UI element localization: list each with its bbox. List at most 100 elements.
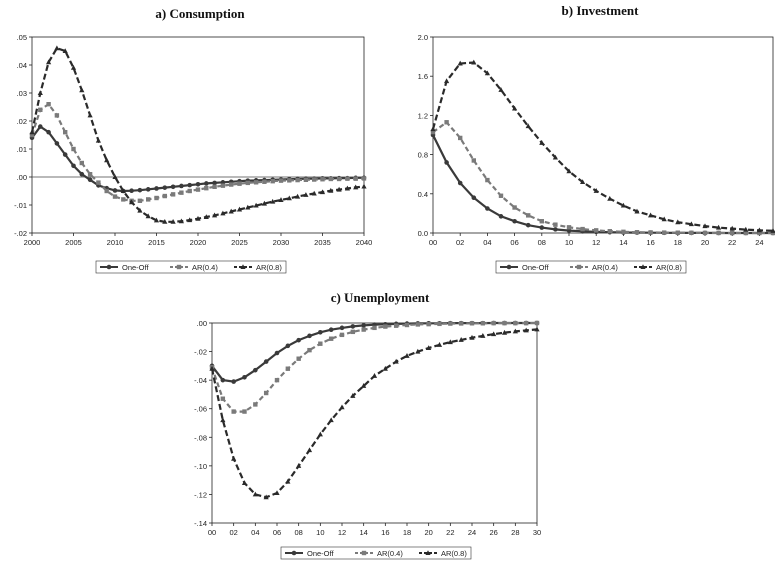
data-point (459, 321, 463, 325)
legend-label: One-Off (307, 549, 334, 558)
data-point (113, 188, 118, 193)
data-point (296, 463, 301, 468)
data-point (231, 456, 236, 461)
y-tick-label: .03 (17, 89, 27, 98)
data-point (286, 367, 290, 371)
x-tick-label: 30 (533, 528, 541, 537)
x-tick-label: 24 (468, 528, 476, 537)
x-tick-label: 20 (701, 238, 709, 247)
data-point (444, 160, 449, 165)
data-point (231, 409, 235, 413)
x-tick-label: 2005 (65, 238, 82, 247)
data-point (154, 186, 159, 191)
data-point (271, 179, 275, 183)
x-tick-label: 2035 (314, 238, 331, 247)
legend-label: AR(0.4) (192, 263, 218, 272)
x-tick-label: 2000 (24, 238, 41, 247)
data-point (703, 231, 707, 235)
data-point (212, 181, 217, 186)
data-point (307, 447, 312, 452)
data-point (163, 194, 167, 198)
series-line (212, 323, 537, 382)
data-point (540, 225, 545, 230)
y-tick-label: .04 (17, 61, 27, 70)
data-point (196, 187, 200, 191)
data-point (38, 124, 43, 129)
data-point (648, 230, 652, 234)
legend-marker (577, 265, 581, 269)
x-tick-label: 00 (208, 528, 216, 537)
legend-marker (177, 265, 181, 269)
data-point (275, 351, 280, 356)
data-point (535, 321, 539, 325)
x-tick-label: 2030 (273, 238, 290, 247)
legend-marker (362, 551, 366, 555)
data-point (485, 206, 490, 211)
data-point (71, 147, 75, 151)
x-tick-label: 2010 (107, 238, 124, 247)
legend-marker (107, 265, 112, 270)
data-point (46, 102, 50, 106)
data-point (229, 182, 233, 186)
data-point (635, 230, 639, 234)
data-point (320, 177, 324, 181)
data-point (254, 180, 258, 184)
y-tick-label: 1.2 (418, 111, 428, 120)
data-point (204, 181, 209, 186)
x-tick-label: 2015 (148, 238, 165, 247)
x-tick-label: 16 (381, 528, 389, 537)
data-point (296, 338, 301, 343)
chart-title-investment: b) Investment (430, 3, 770, 19)
x-tick-label: 22 (446, 528, 454, 537)
plot-frame (433, 37, 773, 233)
legend-marker (507, 265, 512, 270)
data-point (329, 337, 333, 341)
series-ar-0-8 (29, 45, 366, 223)
data-point (80, 161, 84, 165)
data-point (361, 323, 366, 328)
data-point (295, 178, 299, 182)
x-tick-label: 02 (229, 528, 237, 537)
data-point (540, 219, 544, 223)
x-tick-label: 06 (273, 528, 281, 537)
y-tick-label: -.10 (194, 462, 207, 471)
y-tick-label: -.12 (194, 490, 207, 499)
legend: One-Off AR(0.4) AR(0.8) (496, 261, 686, 273)
series-line (212, 323, 537, 412)
data-point (716, 231, 720, 235)
x-tick-label: 08 (294, 528, 302, 537)
y-tick-label: -.02 (194, 348, 207, 357)
series-ar-0-4 (30, 102, 366, 203)
legend-label: AR(0.8) (441, 549, 467, 558)
data-point (88, 178, 93, 183)
data-point (458, 136, 462, 140)
data-point (394, 324, 398, 328)
x-tick-label: 12 (592, 238, 600, 247)
x-tick-label: 14 (359, 528, 367, 537)
data-point (179, 184, 184, 189)
data-point (485, 178, 489, 182)
data-point (513, 321, 517, 325)
x-tick-label: 14 (619, 238, 627, 247)
data-point (372, 373, 377, 378)
data-point (448, 321, 452, 325)
data-point (220, 417, 225, 422)
data-point (253, 368, 258, 373)
y-tick-label: .00 (197, 319, 207, 328)
data-point (404, 353, 409, 358)
y-tick-label: -.06 (194, 405, 207, 414)
x-tick-label: 12 (338, 528, 346, 537)
y-tick-label: 0.0 (418, 229, 428, 238)
data-point (318, 342, 322, 346)
x-tick-label: 20 (424, 528, 432, 537)
series-one-off (431, 133, 775, 236)
chart-unemployment: -.14 -.12 -.10 -.08 -.06 -.04 -.02 .00 00 02 04 06 0… (170, 305, 570, 563)
y-tick-label: 0.4 (418, 190, 428, 199)
y-tick-label: -.04 (194, 376, 207, 385)
data-point (246, 181, 250, 185)
legend-label: AR(0.8) (256, 263, 282, 272)
data-point (351, 330, 355, 334)
data-point (212, 185, 216, 189)
series-line (32, 48, 364, 222)
data-point (287, 178, 291, 182)
